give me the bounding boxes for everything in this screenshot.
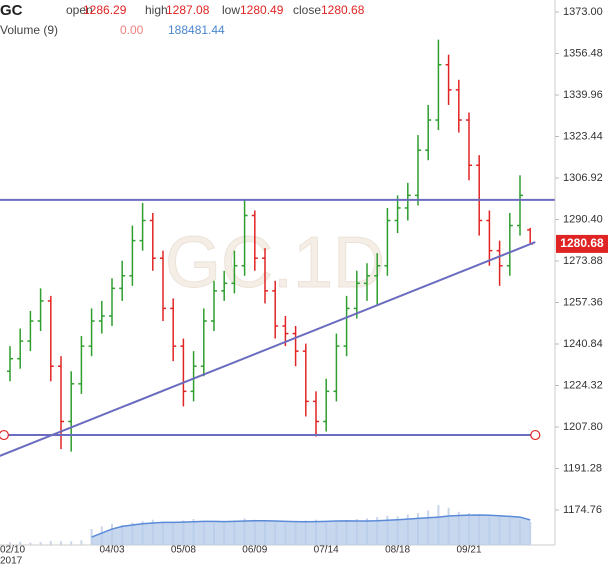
y-tick-label: 1224.32 <box>563 379 603 391</box>
price-tag <box>556 234 608 253</box>
trendline-handle <box>530 429 541 441</box>
y-tick-label: 1273.88 <box>563 255 603 267</box>
y-tick-label: 1306.92 <box>563 172 603 184</box>
volume-ma-value: 188481.44 <box>168 23 225 37</box>
header-label: high <box>145 3 168 17</box>
header-value: 1280.49 <box>240 3 284 17</box>
volume-bar <box>70 541 73 545</box>
header-label: low <box>222 3 240 17</box>
trendline-handle <box>0 429 9 441</box>
y-tick-label: 1339.96 <box>563 89 603 101</box>
y-tick-label: 1174.76 <box>563 504 602 516</box>
volume-bar <box>29 542 32 545</box>
volume-bar <box>19 541 22 545</box>
volume-bar <box>9 542 11 545</box>
volume-label: Volume (9) <box>0 23 58 37</box>
header-value: 1287.08 <box>166 3 210 17</box>
volume-bar <box>39 542 42 545</box>
header-label: close <box>293 3 321 17</box>
symbol: GC <box>0 2 23 19</box>
x-tick-label: 02/10 <box>0 545 25 556</box>
y-tick-label: 1323.44 <box>563 130 603 142</box>
x-tick-label: 08/18 <box>385 545 410 556</box>
header-label: open <box>66 3 93 17</box>
volume-bar <box>80 540 83 545</box>
volume-bar <box>60 541 62 545</box>
volume-bar <box>49 541 52 545</box>
y-tick-label: 1191.28 <box>563 462 602 474</box>
x-tick-label: 05/08 <box>171 545 196 556</box>
x-tick-label: 07/14 <box>314 545 339 556</box>
header-value: 1286.29 <box>83 3 127 17</box>
y-tick-label: 1257.36 <box>563 296 603 308</box>
y-tick-label: 1373.00 <box>563 6 603 18</box>
y-tick-label: 1356.48 <box>563 47 603 59</box>
volume-ma-area <box>91 514 531 545</box>
x-tick-label: 06/09 <box>242 545 267 556</box>
x-tick-label: 09/21 <box>456 545 481 556</box>
volume-ma-line <box>91 514 531 538</box>
y-tick-label: 1207.80 <box>563 421 603 433</box>
y-tick-label: 1290.40 <box>563 213 603 225</box>
volume-current: 0.00 <box>120 23 144 37</box>
x-tick-label: 04/03 <box>99 545 124 556</box>
price-tag-label: 1280.68 <box>560 236 604 250</box>
y-tick-label: 1240.84 <box>563 338 603 350</box>
trendline <box>0 241 536 457</box>
year-label: 2017 <box>0 556 23 567</box>
header-value: 1280.68 <box>321 3 365 17</box>
